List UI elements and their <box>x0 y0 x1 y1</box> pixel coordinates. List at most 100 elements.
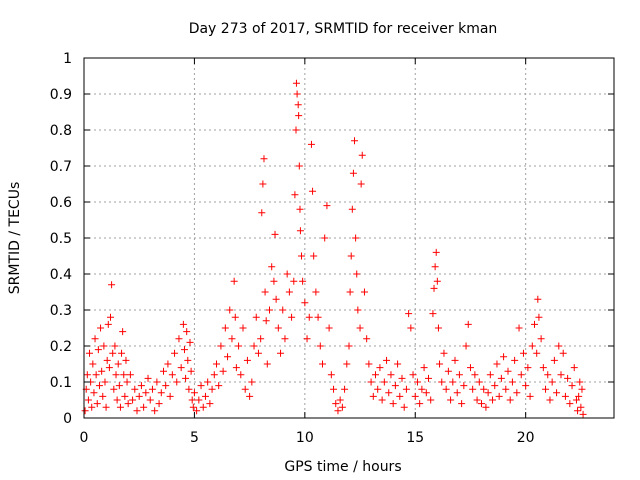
data-point <box>356 324 364 332</box>
data-point <box>84 396 92 404</box>
data-point <box>533 349 541 357</box>
data-point <box>535 313 543 321</box>
data-point <box>387 371 395 379</box>
data-point <box>110 385 118 393</box>
data-point <box>577 403 585 411</box>
data-point <box>144 374 152 382</box>
data-point <box>495 392 503 400</box>
data-point <box>431 263 439 271</box>
data-point <box>210 371 218 379</box>
data-point <box>146 396 154 404</box>
data-point <box>108 281 116 289</box>
data-point <box>576 378 584 386</box>
data-point <box>262 317 270 325</box>
data-point <box>296 205 304 213</box>
data-point <box>568 382 576 390</box>
data-point <box>119 328 127 336</box>
data-point <box>464 320 472 328</box>
data-point <box>327 371 335 379</box>
data-point <box>274 324 282 332</box>
data-point <box>259 180 267 188</box>
x-tick-label: 5 <box>190 430 199 446</box>
y-tick-label: 0.1 <box>50 375 72 391</box>
data-point <box>438 378 446 386</box>
data-point <box>418 385 426 393</box>
data-point <box>111 342 119 350</box>
data-point <box>217 342 225 350</box>
data-point <box>186 338 194 346</box>
data-point <box>298 252 306 260</box>
data-point <box>114 360 122 368</box>
data-point <box>118 349 126 357</box>
data-point <box>241 385 249 393</box>
data-point <box>351 137 359 145</box>
data-point <box>504 367 512 375</box>
data-point <box>121 392 129 400</box>
data-point <box>102 403 110 411</box>
data-point <box>348 205 356 213</box>
data-point <box>95 382 103 390</box>
data-point <box>180 346 188 354</box>
grid-lines <box>84 58 614 418</box>
data-point <box>99 392 107 400</box>
data-point <box>235 342 243 350</box>
data-point <box>413 378 421 386</box>
data-point <box>257 335 265 343</box>
data-point <box>374 385 382 393</box>
data-point <box>480 385 488 393</box>
data-point <box>447 396 455 404</box>
data-point <box>197 382 205 390</box>
data-point <box>321 234 329 242</box>
data-point <box>155 400 163 408</box>
data-point <box>553 389 561 397</box>
data-point <box>188 396 196 404</box>
data-point <box>113 396 121 404</box>
data-point <box>542 385 550 393</box>
data-point <box>416 400 424 408</box>
data-point <box>104 320 112 328</box>
data-point <box>272 295 280 303</box>
data-point <box>266 306 273 314</box>
data-point <box>290 277 298 285</box>
data-point <box>115 382 123 390</box>
data-point <box>277 349 285 357</box>
data-point <box>228 335 236 343</box>
data-point <box>376 364 384 372</box>
data-point <box>325 324 333 332</box>
data-point <box>405 310 413 318</box>
data-point <box>232 364 240 372</box>
data-point <box>199 403 207 411</box>
data-point <box>574 407 582 415</box>
data-point <box>372 371 379 379</box>
data-point <box>162 382 170 390</box>
data-point <box>83 371 91 379</box>
data-point <box>579 410 587 418</box>
data-point <box>116 403 124 411</box>
data-point <box>288 313 296 321</box>
data-points <box>81 79 587 418</box>
data-point <box>357 180 365 188</box>
data-point <box>519 349 527 357</box>
data-point <box>250 342 258 350</box>
data-point <box>166 392 174 400</box>
data-point <box>385 389 393 397</box>
data-point <box>453 389 461 397</box>
data-point <box>120 371 128 379</box>
data-point <box>292 79 300 87</box>
data-point <box>380 378 388 386</box>
y-tick-label: 0.7 <box>50 159 72 175</box>
data-point <box>204 378 212 386</box>
x-axis-label: GPS time / hours <box>284 459 401 475</box>
data-point <box>353 270 361 278</box>
y-tick-labels: 0 0.1 0.2 0.3 0.4 0.5 0.6 0.7 0.8 0.9 1 <box>50 51 72 427</box>
data-point <box>252 313 260 321</box>
data-point <box>482 403 490 411</box>
data-point <box>90 389 98 397</box>
data-point <box>293 90 301 98</box>
data-point <box>221 324 229 332</box>
x-tick-label: 20 <box>517 430 535 446</box>
data-point <box>332 400 340 408</box>
data-point <box>103 356 111 364</box>
data-point <box>281 335 289 343</box>
data-point <box>81 407 89 415</box>
